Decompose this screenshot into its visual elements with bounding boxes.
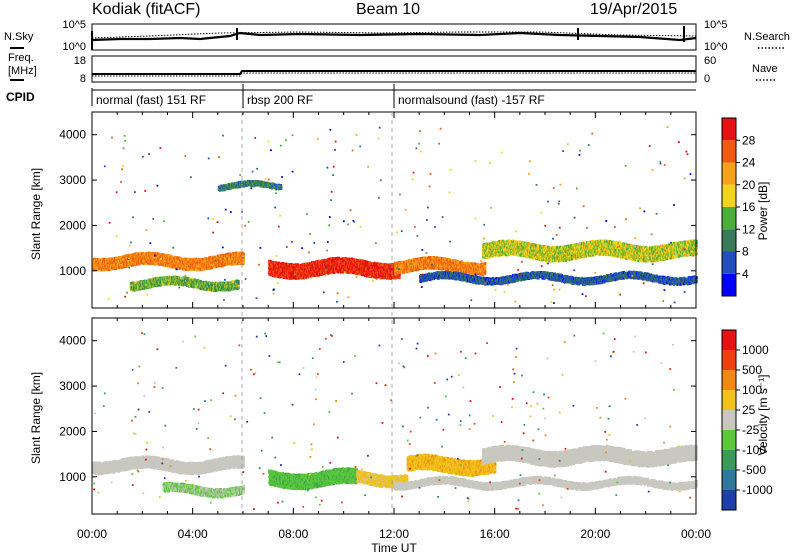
- data-cell: [197, 268, 200, 272]
- noise-tick-low-right: 10^0: [704, 41, 728, 53]
- data-cell: [136, 280, 139, 284]
- nsky-label: N.Sky: [4, 31, 34, 43]
- station-title: Kodiak (fitACF): [92, 1, 200, 18]
- data-cell: [117, 255, 120, 259]
- nave-tick-low: 0: [704, 73, 710, 85]
- power-data-cells: [92, 126, 698, 304]
- date-title: 19/Apr/2015: [590, 1, 677, 18]
- data-cell: [227, 252, 231, 255]
- data-cell: [242, 256, 245, 259]
- data-cell: [194, 257, 197, 261]
- power-panel: [91, 111, 698, 309]
- data-cell: [237, 286, 240, 290]
- data-cell: [236, 262, 239, 265]
- cpid-segment-label: normalsound (fast) -157 RF: [398, 93, 545, 107]
- data-cell: [195, 264, 198, 267]
- noise-panel: [91, 23, 697, 51]
- data-cell: [237, 251, 240, 254]
- freq-label: Freq.: [8, 52, 34, 64]
- data-cell: [192, 285, 195, 289]
- data-cell: [212, 281, 215, 285]
- nave-line: [92, 72, 696, 77]
- data-cell: [152, 255, 155, 258]
- data-cell: [242, 252, 245, 256]
- data-cell: [113, 264, 116, 268]
- data-cell: [111, 258, 114, 261]
- nave-label: Nave: [752, 63, 778, 75]
- cpid-label: CPID: [6, 90, 35, 104]
- data-cell: [181, 283, 184, 287]
- data-cell: [135, 284, 138, 287]
- data-cell: [139, 284, 142, 288]
- beam-title: Beam 10: [356, 1, 420, 18]
- data-cell: [211, 265, 214, 269]
- data-cell: [196, 281, 199, 285]
- data-cell: [207, 287, 210, 290]
- data-cell: [131, 264, 134, 267]
- data-cell: [242, 260, 245, 263]
- cpid-segment-label: rbsp 200 RF: [247, 93, 313, 107]
- data-cell: [146, 286, 150, 290]
- data-cell: [183, 261, 186, 265]
- data-cell: [225, 252, 228, 256]
- data-cell: [242, 261, 245, 265]
- freq-panel: [91, 55, 697, 83]
- freq-tick-low: 8: [80, 73, 86, 85]
- nave-tick-high: 60: [704, 55, 716, 67]
- data-cell: [189, 260, 192, 264]
- data-cell: [202, 280, 205, 284]
- data-cell: [168, 279, 171, 282]
- noise-tick-high-right: 10^5: [704, 19, 728, 31]
- noise-tick-high-left: 10^5: [62, 19, 86, 31]
- noise-sky-line: [91, 31, 697, 42]
- cpid-segment-label: normal (fast) 151 RF: [96, 93, 206, 107]
- data-cell: [214, 281, 218, 285]
- freq-unit-label: [MHz]: [8, 65, 37, 77]
- data-cell: [242, 254, 245, 257]
- data-cell: [209, 267, 212, 270]
- data-cell: [93, 257, 96, 261]
- data-cell: [242, 258, 245, 262]
- data-cell: [102, 269, 106, 272]
- nsearch-label: N.Search: [744, 31, 790, 43]
- noise-tick-low-left: 10^0: [62, 41, 86, 53]
- data-cell: [212, 255, 215, 258]
- data-cell: [204, 259, 207, 263]
- data-cell: [104, 268, 107, 271]
- data-cell: [218, 262, 221, 265]
- data-cell: [110, 268, 113, 271]
- freq-tick-high: 18: [74, 55, 86, 67]
- cpid-row: normal (fast) 151 RF rbsp 200 RF normalsou…: [91, 84, 696, 108]
- data-cell: [213, 281, 216, 284]
- data-cell: [196, 268, 199, 272]
- noise-search-line: [91, 31, 697, 39]
- freq-line: [92, 70, 696, 75]
- data-cell: [162, 264, 166, 267]
- data-cell: [237, 280, 240, 283]
- data-cell: [197, 263, 200, 267]
- data-cell: [237, 282, 240, 285]
- data-cell: [103, 266, 106, 270]
